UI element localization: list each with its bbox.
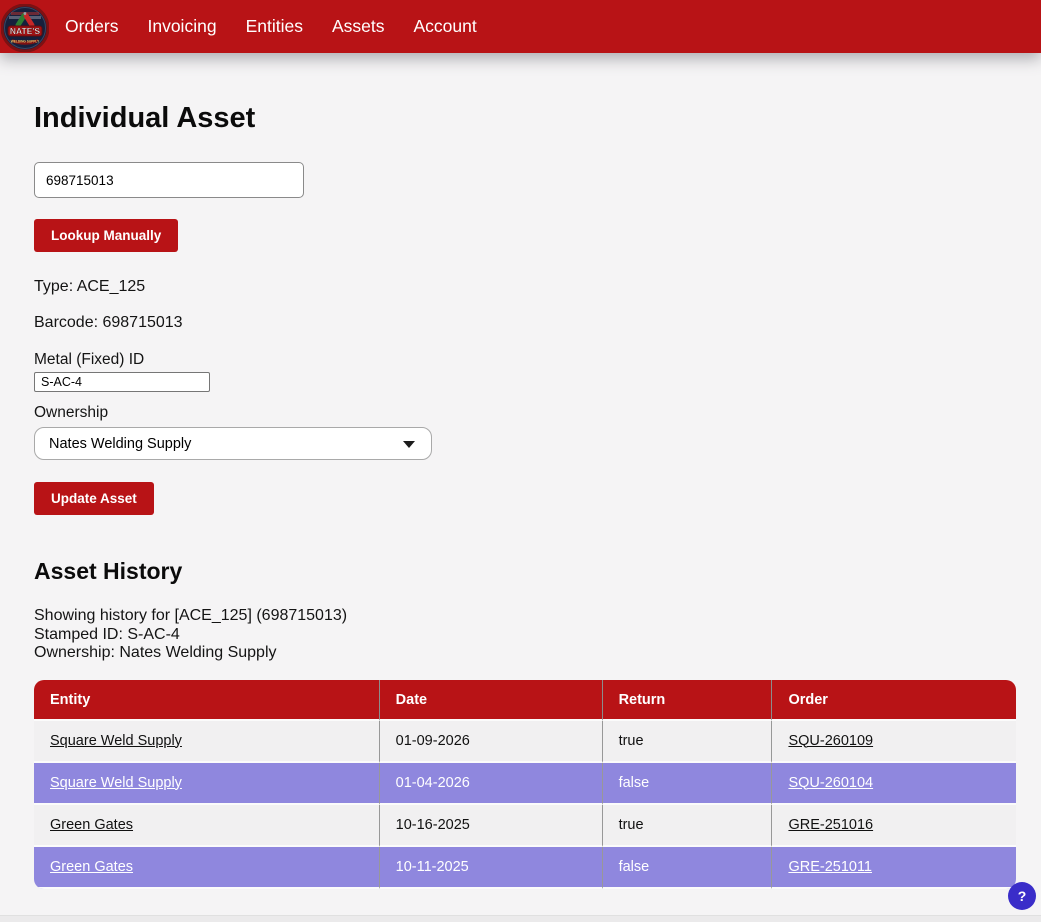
return-cell: false: [602, 762, 773, 805]
history-summary-line-2: Stamped ID: S-AC-4: [34, 625, 180, 643]
table-row: Green Gates 10-11-2025 false GRE-251011: [34, 846, 1016, 889]
table-header-row: Entity Date Return Order: [34, 679, 1016, 721]
table-row: Square Weld Supply 01-09-2026 true SQU-2…: [34, 720, 1016, 763]
return-cell: true: [602, 804, 773, 847]
entity-link[interactable]: Square Weld Supply: [50, 774, 182, 791]
svg-text:NATE'S: NATE'S: [10, 26, 41, 36]
order-cell: SQU-260104: [772, 763, 1016, 805]
order-cell: SQU-260109: [772, 721, 1016, 763]
nates-logo[interactable]: NATE'S WELDING SUPPLY: [0, 3, 50, 52]
order-cell: GRE-251016: [772, 805, 1016, 847]
history-summary-line-3: Ownership: Nates Welding Supply: [34, 644, 277, 661]
table-row: Square Weld Supply 01-04-2026 false SQU-…: [34, 762, 1016, 805]
return-cell: false: [602, 846, 773, 889]
ownership-select-wrap: Nates Welding Supply: [34, 427, 432, 460]
page-title: Individual Asset: [34, 102, 256, 134]
asset-type-text: Type: ACE_125: [34, 278, 146, 295]
date-cell: 10-11-2025: [379, 846, 603, 889]
nav-item[interactable]: Entities: [245, 16, 303, 36]
history-table-wrap: Entity Date Return Order Square Weld Sup…: [34, 679, 1016, 889]
date-cell: 01-04-2026: [379, 762, 603, 805]
date-cell: 01-09-2026: [379, 720, 603, 763]
table-row: Green Gates 10-16-2025 true GRE-251016: [34, 804, 1016, 847]
main-nav: Orders Invoicing Entities Assets Account: [65, 0, 477, 53]
return-cell: true: [602, 720, 773, 763]
entity-link[interactable]: Green Gates: [50, 816, 134, 833]
lookup-manually-button[interactable]: Lookup Manually: [34, 219, 179, 252]
top-navbar: NATE'S WELDING SUPPLY Orders Invoicing Ent…: [0, 0, 1041, 53]
order-link[interactable]: SQU-260109: [788, 732, 874, 749]
entity-cell: Green Gates: [34, 846, 380, 889]
entity-cell: Square Weld Supply: [34, 720, 380, 763]
column-header-return: Return: [602, 679, 773, 721]
entity-link[interactable]: Green Gates: [50, 858, 134, 875]
history-table: Entity Date Return Order Square Weld Sup…: [34, 679, 1016, 889]
nates-logo-icon: NATE'S WELDING SUPPLY: [0, 3, 50, 52]
horizontal-scrollbar[interactable]: [0, 915, 1041, 922]
update-asset-button[interactable]: Update Asset: [34, 482, 154, 515]
nav-item[interactable]: Invoicing: [147, 16, 217, 36]
order-link[interactable]: SQU-260104: [788, 774, 874, 791]
column-header-order: Order: [772, 679, 1016, 721]
ownership-label: Ownership: [34, 404, 109, 421]
order-cell: GRE-251011: [772, 847, 1016, 889]
column-header-date: Date: [379, 679, 603, 721]
help-button[interactable]: ?: [1008, 882, 1036, 910]
column-header-entity: Entity: [34, 679, 380, 721]
entity-link[interactable]: Square Weld Supply: [50, 732, 182, 749]
nav-item[interactable]: Assets: [331, 16, 385, 36]
nav-item[interactable]: Account: [413, 16, 477, 36]
metal-id-label: Metal (Fixed) ID: [34, 351, 145, 368]
date-cell: 10-16-2025: [379, 804, 603, 847]
order-link[interactable]: GRE-251011: [788, 858, 872, 875]
ownership-select[interactable]: Nates Welding Supply: [34, 427, 432, 460]
entity-cell: Square Weld Supply: [34, 762, 380, 805]
history-summary: Showing history for [ACE_125] (698715013…: [34, 607, 1016, 663]
history-summary-line-1: Showing history for [ACE_125] (698715013…: [34, 607, 348, 624]
page-content: Individual Asset Lookup Manually Type: A…: [0, 102, 1041, 889]
metal-id-input[interactable]: [34, 372, 210, 392]
svg-text:WELDING SUPPLY: WELDING SUPPLY: [11, 39, 40, 43]
history-table-body: Square Weld Supply 01-09-2026 true SQU-2…: [34, 720, 1016, 889]
barcode-search-input[interactable]: [34, 162, 304, 198]
entity-cell: Green Gates: [34, 804, 380, 847]
asset-history-title: Asset History: [34, 558, 183, 584]
order-link[interactable]: GRE-251016: [788, 816, 874, 833]
asset-barcode-text: Barcode: 698715013: [34, 314, 183, 331]
nav-item[interactable]: Orders: [65, 16, 119, 36]
